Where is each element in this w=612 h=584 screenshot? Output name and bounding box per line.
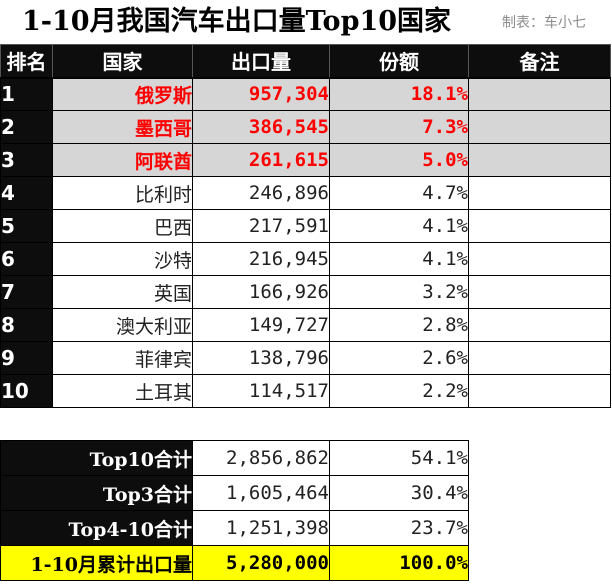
rank-cell: 10 <box>0 374 53 408</box>
rank-cell: 9 <box>0 341 53 375</box>
share-cell: 5.0% <box>329 143 469 177</box>
export-table: 排名 国家 出口量 份额 备注 1 俄罗斯 957,304 18.1% 2 墨西… <box>0 44 611 408</box>
table-row: 6 沙特 216,945 4.1% <box>0 242 611 276</box>
summary-volume: 1,605,464 <box>192 475 330 511</box>
note-cell <box>468 242 611 276</box>
rank-cell: 6 <box>0 242 53 276</box>
volume-cell: 246,896 <box>192 176 330 210</box>
summary-row: Top3合计 1,605,464 30.4% <box>0 475 469 511</box>
share-cell: 2.2% <box>329 374 469 408</box>
summary-label: Top10合计 <box>0 440 193 476</box>
country-cell: 英国 <box>52 275 193 309</box>
volume-cell: 166,926 <box>192 275 330 309</box>
share-cell: 3.2% <box>329 275 469 309</box>
header-rank: 排名 <box>0 44 53 78</box>
header-share: 份额 <box>329 44 469 78</box>
country-cell: 澳大利亚 <box>52 308 193 342</box>
country-cell: 沙特 <box>52 242 193 276</box>
share-cell: 4.7% <box>329 176 469 210</box>
rank-cell: 5 <box>0 209 53 243</box>
note-cell <box>468 143 611 177</box>
country-cell: 巴西 <box>52 209 193 243</box>
summary-volume: 1,251,398 <box>192 510 330 546</box>
summary-row: Top4-10合计 1,251,398 23.7% <box>0 510 469 546</box>
country-cell: 比利时 <box>52 176 193 210</box>
volume-cell: 261,615 <box>192 143 330 177</box>
share-cell: 2.8% <box>329 308 469 342</box>
share-cell: 4.1% <box>329 242 469 276</box>
volume-cell: 217,591 <box>192 209 330 243</box>
note-cell <box>468 209 611 243</box>
rank-cell: 1 <box>0 76 53 111</box>
note-cell <box>468 110 611 144</box>
country-cell: 菲律宾 <box>52 341 193 375</box>
total-volume: 5,280,000 <box>192 545 330 581</box>
note-cell <box>468 374 611 408</box>
note-cell <box>468 308 611 342</box>
share-cell: 7.3% <box>329 110 469 144</box>
note-cell <box>468 341 611 375</box>
table-row: 3 阿联酋 261,615 5.0% <box>0 143 611 177</box>
table-header-row: 排名 国家 出口量 份额 备注 <box>0 44 611 78</box>
volume-cell: 957,304 <box>192 76 330 111</box>
table-row: 9 菲律宾 138,796 2.6% <box>0 341 611 375</box>
credit-text: 制表：车小七 <box>502 15 586 31</box>
rank-cell: 8 <box>0 308 53 342</box>
table-row: 7 英国 166,926 3.2% <box>0 275 611 309</box>
rank-cell: 7 <box>0 275 53 309</box>
total-label: 1-10月累计出口量 <box>0 545 193 581</box>
page-title: 1-10月我国汽车出口量Top10国家 <box>22 6 452 37</box>
country-cell: 墨西哥 <box>52 110 193 144</box>
rank-cell: 4 <box>0 176 53 210</box>
rank-cell: 3 <box>0 143 53 177</box>
table-row: 8 澳大利亚 149,727 2.8% <box>0 308 611 342</box>
note-cell <box>468 275 611 309</box>
total-share: 100.0% <box>329 545 469 581</box>
volume-cell: 216,945 <box>192 242 330 276</box>
table-row: 1 俄罗斯 957,304 18.1% <box>0 76 611 111</box>
note-cell <box>468 176 611 210</box>
volume-cell: 149,727 <box>192 308 330 342</box>
summary-table: Top10合计 2,856,862 54.1% Top3合计 1,605,464… <box>0 440 469 581</box>
table-row: 2 墨西哥 386,545 7.3% <box>0 110 611 144</box>
summary-share: 23.7% <box>329 510 469 546</box>
header-country: 国家 <box>52 44 193 78</box>
table-row: 4 比利时 246,896 4.7% <box>0 176 611 210</box>
share-cell: 2.6% <box>329 341 469 375</box>
volume-cell: 138,796 <box>192 341 330 375</box>
table-row: 10 土耳其 114,517 2.2% <box>0 374 611 408</box>
country-cell: 俄罗斯 <box>52 76 193 111</box>
volume-cell: 114,517 <box>192 374 330 408</box>
summary-volume: 2,856,862 <box>192 440 330 476</box>
country-cell: 土耳其 <box>52 374 193 408</box>
total-row: 1-10月累计出口量 5,280,000 100.0% <box>0 545 469 581</box>
header-volume: 出口量 <box>192 44 330 78</box>
header-note: 备注 <box>468 44 611 78</box>
table-row: 5 巴西 217,591 4.1% <box>0 209 611 243</box>
country-cell: 阿联酋 <box>52 143 193 177</box>
summary-share: 54.1% <box>329 440 469 476</box>
summary-label: Top3合计 <box>0 475 193 511</box>
note-cell <box>468 76 611 111</box>
volume-cell: 386,545 <box>192 110 330 144</box>
summary-row: Top10合计 2,856,862 54.1% <box>0 440 469 476</box>
summary-share: 30.4% <box>329 475 469 511</box>
share-cell: 4.1% <box>329 209 469 243</box>
title-row: 1-10月我国汽车出口量Top10国家 制表：车小七 <box>0 0 612 44</box>
summary-label: Top4-10合计 <box>0 510 193 546</box>
share-cell: 18.1% <box>329 76 469 111</box>
rank-cell: 2 <box>0 110 53 144</box>
